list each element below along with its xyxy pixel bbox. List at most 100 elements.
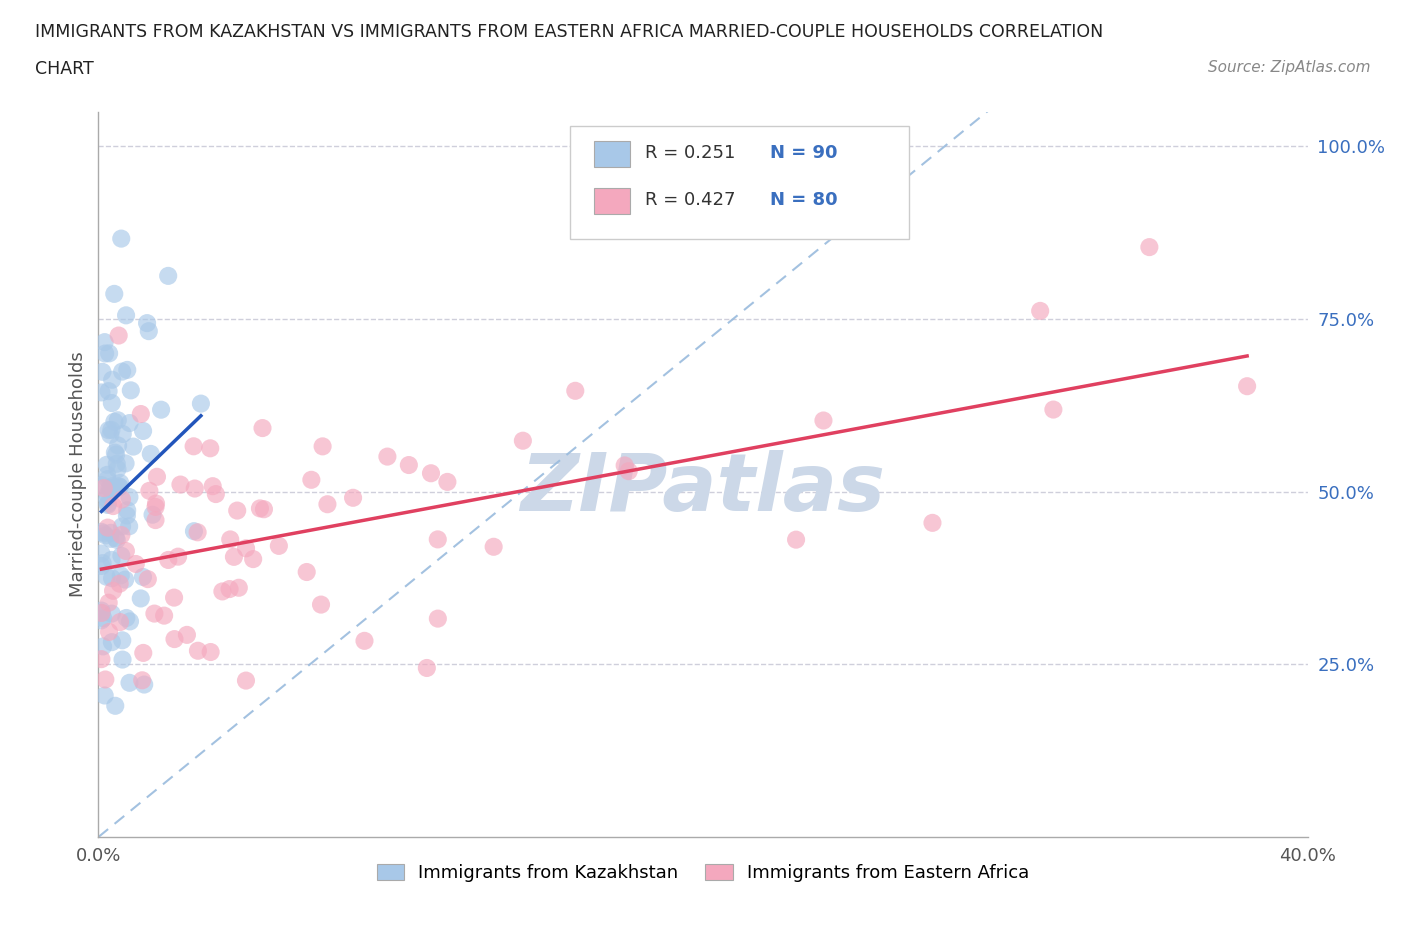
Text: CHART: CHART xyxy=(35,60,94,78)
Point xyxy=(132,569,155,584)
Point xyxy=(107,413,129,428)
Point xyxy=(129,406,152,421)
Point xyxy=(146,470,169,485)
Point xyxy=(1042,402,1064,417)
Point xyxy=(226,503,249,518)
Point xyxy=(111,365,134,379)
Text: ZIPatlas: ZIPatlas xyxy=(520,450,886,528)
Point xyxy=(115,503,138,518)
Point xyxy=(222,550,245,565)
Point xyxy=(205,486,228,501)
Point xyxy=(114,456,136,471)
Point xyxy=(184,481,207,496)
Point xyxy=(138,484,160,498)
Point xyxy=(90,652,112,667)
FancyBboxPatch shape xyxy=(595,140,630,166)
Point xyxy=(142,507,165,522)
Point xyxy=(97,520,120,535)
Text: R = 0.427: R = 0.427 xyxy=(645,191,735,209)
Point xyxy=(96,458,118,472)
Point xyxy=(201,479,224,494)
Point xyxy=(145,496,167,511)
Point xyxy=(132,645,155,660)
Point xyxy=(398,458,420,472)
Point xyxy=(110,527,132,542)
Point xyxy=(118,416,141,431)
Point xyxy=(190,396,212,411)
Point xyxy=(118,675,141,690)
Point xyxy=(97,423,120,438)
Point xyxy=(94,346,117,361)
Point xyxy=(200,644,222,659)
Point xyxy=(104,698,127,713)
Point xyxy=(105,457,128,472)
Point xyxy=(617,464,640,479)
Point xyxy=(420,466,443,481)
Point xyxy=(111,519,134,534)
Point xyxy=(98,428,121,443)
Point xyxy=(267,538,290,553)
Point xyxy=(97,384,120,399)
Point xyxy=(219,532,242,547)
Point xyxy=(1029,303,1052,318)
Point xyxy=(145,512,167,527)
FancyBboxPatch shape xyxy=(595,188,630,214)
Point xyxy=(115,508,138,523)
Point xyxy=(139,446,162,461)
Point xyxy=(97,496,120,511)
Point xyxy=(252,420,274,435)
Point xyxy=(108,480,131,495)
Point xyxy=(101,583,124,598)
Text: R = 0.251: R = 0.251 xyxy=(645,144,735,162)
Point xyxy=(136,315,159,330)
Point xyxy=(299,472,322,487)
Point xyxy=(253,502,276,517)
Point xyxy=(100,531,122,546)
Point xyxy=(107,480,129,495)
Point xyxy=(107,438,129,453)
Point xyxy=(90,478,112,493)
Point xyxy=(94,672,117,687)
Point xyxy=(103,414,125,429)
Point xyxy=(187,525,209,539)
Point xyxy=(110,475,132,490)
Point xyxy=(309,597,332,612)
Point xyxy=(143,606,166,621)
Point xyxy=(93,481,115,496)
Point xyxy=(105,447,128,462)
Point xyxy=(613,458,636,472)
Point xyxy=(108,577,131,591)
Point xyxy=(813,413,835,428)
Point xyxy=(235,673,257,688)
Y-axis label: Married-couple Households: Married-couple Households xyxy=(69,352,87,597)
Point xyxy=(138,324,160,339)
Point xyxy=(163,631,186,646)
Point xyxy=(436,474,458,489)
Point xyxy=(96,468,118,483)
Point xyxy=(101,634,124,649)
Point xyxy=(118,519,141,534)
Point xyxy=(108,479,131,494)
Point xyxy=(183,524,205,538)
Point xyxy=(97,487,120,502)
Point xyxy=(416,660,439,675)
Point xyxy=(107,328,129,343)
Point xyxy=(111,652,134,667)
Point xyxy=(120,383,142,398)
Point xyxy=(100,422,122,437)
Point xyxy=(103,286,125,301)
Point xyxy=(218,581,240,596)
Text: IMMIGRANTS FROM KAZAKHSTAN VS IMMIGRANTS FROM EASTERN AFRICA MARRIED-COUPLE HOUS: IMMIGRANTS FROM KAZAKHSTAN VS IMMIGRANTS… xyxy=(35,23,1104,41)
Point xyxy=(117,363,139,378)
Point xyxy=(169,477,191,492)
Point xyxy=(482,539,505,554)
Point xyxy=(110,568,132,583)
Point xyxy=(342,490,364,505)
Point xyxy=(101,479,124,494)
Point xyxy=(167,550,190,565)
Legend: Immigrants from Kazakhstan, Immigrants from Eastern Africa: Immigrants from Kazakhstan, Immigrants f… xyxy=(370,857,1036,890)
Point xyxy=(100,552,122,567)
Point xyxy=(90,613,112,628)
Point xyxy=(107,461,129,476)
Point xyxy=(96,472,118,486)
